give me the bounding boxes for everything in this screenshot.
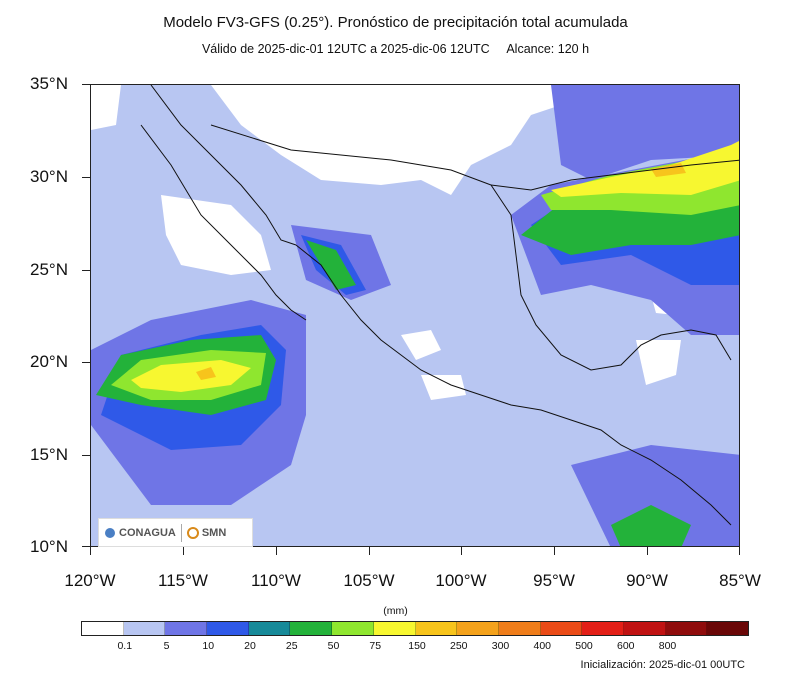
colorbar-cell [82,622,124,635]
dry-area-baja-pacific [161,195,271,275]
colorbar-cell [373,622,416,635]
conagua-label: CONAGUA [119,526,176,539]
lon-tick [369,547,370,555]
colorbar-cell [498,622,541,635]
lat-tick [82,270,90,271]
lon-tick [183,547,184,555]
colorbar-label: 50 [327,640,340,652]
lat-tick [82,362,90,363]
lat-label-15n: 15°N [30,445,68,464]
colorbar-cell [248,622,291,635]
dry-spot-south [421,375,466,400]
colorbar-label: 250 [449,640,468,652]
field-150-250-pacific [196,367,216,380]
colorbar-label: 150 [408,640,426,652]
lon-label-115w: 115°W [158,571,208,590]
lat-label-30n: 30°N [30,167,68,186]
dry-area-nw [91,85,121,130]
lon-label-110w: 110°W [251,571,301,590]
colorbar-label: 20 [244,640,256,652]
colorbar-cell [457,622,499,635]
smn-icon [186,526,199,539]
forecast-range: Alcance: 120 h [506,42,590,56]
precipitation-map[interactable] [90,84,740,547]
field-25-50-sierra [306,240,356,290]
lat-tick [82,546,90,547]
colorbar-cell [207,622,249,635]
lat-label-25n: 25°N [30,260,68,279]
colorbar-label: 600 [616,640,635,652]
lon-label-85w: 85°W [719,571,761,590]
precipitation-field [91,85,739,546]
dry-area-north [91,85,571,195]
lon-tick [276,547,277,555]
lon-tick [90,547,91,555]
field-5-10-central-america [571,445,739,546]
lat-tick [82,455,90,456]
lon-label-105w: 105°W [343,571,395,590]
lat-label-20n: 20°N [30,352,68,371]
colorbar-cell [582,622,624,635]
lon-label-100w: 100°W [435,571,487,590]
colorbar-cell [165,622,208,635]
lon-tick [461,547,462,555]
field-5-10-north [551,85,739,180]
dry-spot-yucatan [636,340,681,385]
map-title: Modelo FV3-GFS (0.25°). Pronóstico de pr… [163,14,628,31]
colorbar-cell [332,622,374,635]
field-25-50-central-america [611,505,691,546]
colorbar-cell [707,622,748,635]
field-75-150-gulf [551,141,739,197]
lon-label-90w: 90°W [626,571,668,590]
conagua-icon [105,527,115,538]
colorbar-cell [123,622,166,635]
colorbar-label: 300 [491,640,510,652]
lat-tick [82,177,90,178]
dry-spot-central [401,330,441,360]
legend-units: (mm) [383,605,408,617]
colorbar-cell [415,622,458,635]
precipitation-colorbar [81,621,749,636]
lon-tick [554,547,555,555]
colorbar-cell [623,622,666,635]
colorbar-label: 75 [369,640,382,652]
smn-label: SMN [201,526,227,539]
lon-label-95w: 95°W [533,571,575,590]
initialization-time: Inicialización: 2025-dic-01 00UTC [580,659,745,671]
map-subtitle: Válido de 2025-dic-01 12UTC a 2025-dic-0… [0,42,791,56]
colorbar-label: 0.1 [117,640,133,652]
lon-label-120w: 120°W [64,571,116,590]
agency-logos: CONAGUA SMN [98,518,253,547]
colorbar-label: 10 [202,640,215,652]
coastlines [140,85,739,526]
lat-label-35n: 35°N [30,74,68,93]
colorbar-label: 800 [658,640,677,652]
colorbar-cell [665,622,708,635]
colorbar-label: 500 [575,640,593,652]
colorbar-label: 400 [533,640,552,652]
lat-tick [82,84,90,85]
logo-separator [180,523,182,542]
smn-logo: SMN [182,526,231,539]
colorbar-cell [290,622,333,635]
conagua-logo: CONAGUA [99,527,181,539]
lon-tick [739,547,740,555]
lat-label-10n: 10°N [30,537,68,556]
colorbar-label: 5 [163,640,170,652]
valid-period: Válido de 2025-dic-01 12UTC a 2025-dic-0… [201,42,490,56]
field-75-150-pacific [131,360,251,392]
lon-tick [647,547,648,555]
colorbar-cell [540,622,583,635]
colorbar-label: 25 [285,640,298,652]
